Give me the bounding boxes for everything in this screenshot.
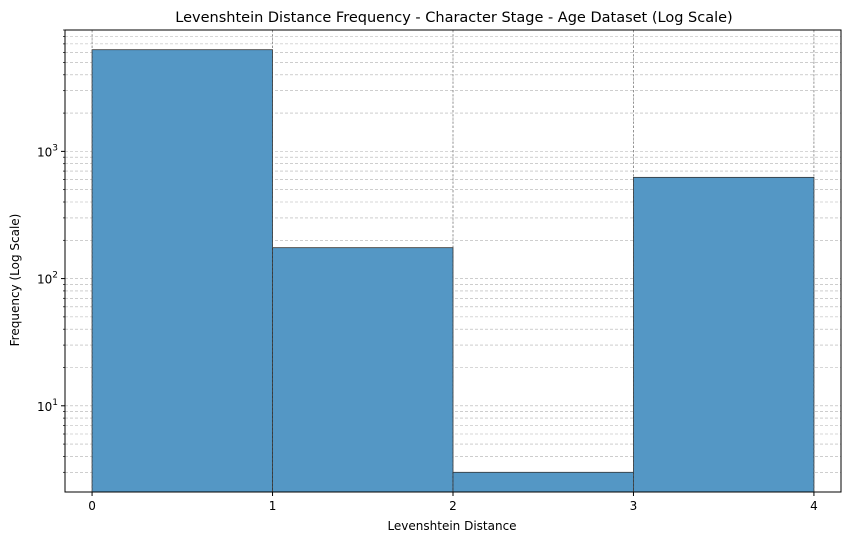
x-tick-label: 3 (630, 499, 638, 513)
y-axis-ticks: 101 102 103 (37, 29, 65, 473)
y-axis-label: Frequency (Log Scale) (8, 214, 22, 347)
histogram-bar-0 (91, 49, 273, 493)
x-axis-ticks: 0 1 2 3 4 (88, 492, 818, 513)
x-tick-label: 0 (88, 499, 96, 513)
y-tick-label: 101 (37, 398, 58, 414)
y-tick-label: 103 (37, 143, 58, 159)
x-axis-label: Levenshtein Distance (387, 519, 516, 533)
x-tick-label: 1 (269, 499, 277, 513)
bars (91, 30, 815, 493)
x-tick-label: 4 (810, 499, 818, 513)
histogram-bar-1 (272, 247, 454, 493)
chart-title: Levenshtein Distance Frequency - Charact… (175, 10, 732, 26)
x-tick-label: 2 (449, 499, 457, 513)
histogram-bar-2 (452, 471, 634, 493)
histogram-bar-3 (633, 176, 815, 493)
y-tick-label: 102 (37, 271, 58, 287)
